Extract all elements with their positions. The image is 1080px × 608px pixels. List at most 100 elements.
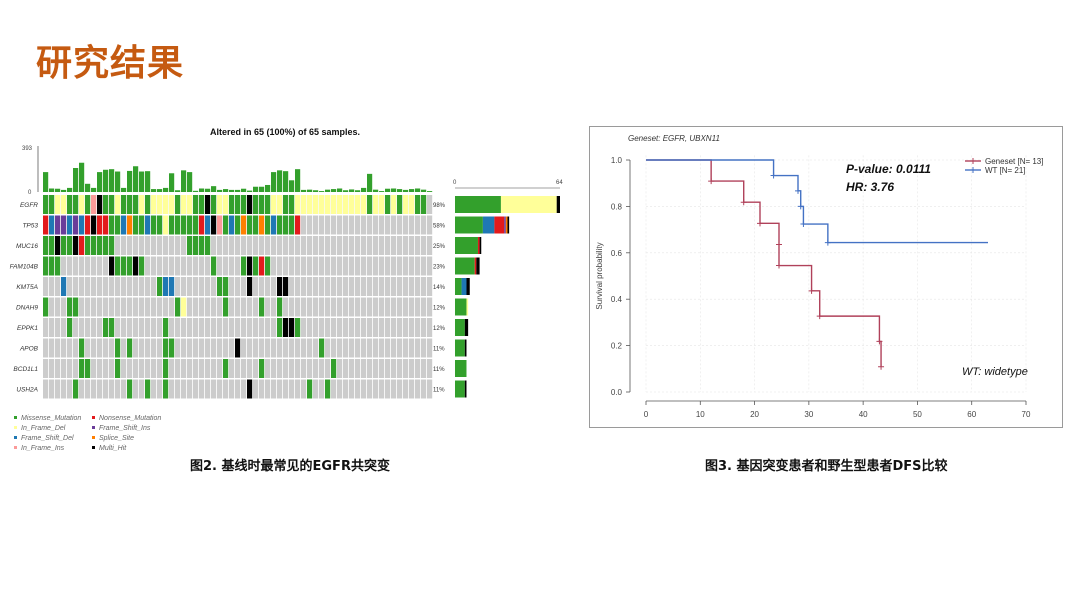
gene-percent: 12% xyxy=(433,306,446,312)
gene-label: USH2A xyxy=(16,387,38,394)
oncoplot-cell-bg xyxy=(397,236,403,255)
tmb-bar xyxy=(313,190,319,192)
oncoplot-cell-bg xyxy=(133,318,139,337)
oncoplot-cell-bg xyxy=(127,236,133,255)
oncoplot-cell-bg xyxy=(115,318,121,337)
km-legend-label: Geneset [N= 13] xyxy=(985,157,1043,166)
oncoplot-cell-bg xyxy=(103,256,109,276)
oncoplot-cell-bg xyxy=(133,236,139,255)
gene-label: KMT5A xyxy=(16,284,38,291)
oncoplot-cell xyxy=(175,195,181,214)
oncoplot-cell-bg xyxy=(355,359,361,378)
gene-summary-bar xyxy=(455,339,465,357)
tmb-bar xyxy=(391,188,397,192)
km-y-tick-label: 0.2 xyxy=(611,342,623,351)
legend-swatch xyxy=(14,426,17,429)
tmb-bar xyxy=(277,170,283,192)
tmb-bar xyxy=(145,171,151,192)
oncoplot-cell-bg xyxy=(67,359,73,378)
oncoplot-cell-bg xyxy=(373,318,379,337)
oncoplot-cell-bg xyxy=(295,359,301,378)
oncoplot-cell-bg xyxy=(181,359,187,378)
oncoplot-cell xyxy=(151,195,157,214)
side-axis-min: 0 xyxy=(453,180,457,186)
oncoplot-cell-bg xyxy=(427,359,433,378)
oncoplot-cell xyxy=(367,195,373,214)
oncoplot-cell-bg xyxy=(211,359,217,378)
figure3-caption: 图3. 基因突变患者和野生型患者DFS比较 xyxy=(705,459,948,474)
oncoplot-cell xyxy=(319,338,325,358)
oncoplot-cell-bg xyxy=(391,256,397,276)
oncoplot-cell-bg xyxy=(157,297,163,317)
oncoplot-cell xyxy=(163,359,169,378)
oncoplot-cell-bg xyxy=(259,277,265,296)
km-censor-mark xyxy=(808,287,815,294)
oncoplot-cell-bg xyxy=(349,215,355,235)
oncoplot-cell xyxy=(103,318,109,337)
tmb-bar xyxy=(337,188,343,192)
oncoplot-cell xyxy=(79,338,85,358)
oncoplot-cell-bg xyxy=(391,338,397,358)
oncoplot-cell-bg xyxy=(289,359,295,378)
oncoplot-cell xyxy=(283,195,289,214)
oncoplot-cell xyxy=(409,195,415,214)
gene-percent: 11% xyxy=(433,347,445,353)
oncoplot-cell-bg xyxy=(211,379,217,399)
oncoplot-cell-bg xyxy=(73,318,79,337)
oncoplot-cell-bg xyxy=(187,297,193,317)
oncoplot-cell-bg xyxy=(367,359,373,378)
tmb-bar xyxy=(211,186,217,192)
oncoplot-cell xyxy=(289,215,295,235)
oncoplot-cell xyxy=(79,195,85,214)
tmb-bar xyxy=(151,189,157,192)
oncoplot-cell xyxy=(325,195,331,214)
oncoplot-cell-bg xyxy=(133,277,139,296)
oncoplot-cell-bg xyxy=(103,297,109,317)
gene-summary-bar xyxy=(464,380,467,398)
oncoplot-cell-bg xyxy=(91,297,97,317)
oncoplot-cell-bg xyxy=(127,318,133,337)
oncoplot-cell xyxy=(61,215,67,235)
oncoplot-cell-bg xyxy=(307,277,313,296)
tmb-axis-min: 0 xyxy=(28,190,32,196)
oncoplot-cell-bg xyxy=(199,338,205,358)
oncoplot-cell xyxy=(385,195,391,214)
oncoplot-cell-bg xyxy=(217,256,223,276)
oncoplot-cell xyxy=(121,215,127,235)
oncoplot-cell xyxy=(331,195,337,214)
oncoplot-cell xyxy=(295,195,301,214)
oncoplot-cell xyxy=(115,195,121,214)
oncoplot-cell-bg xyxy=(349,338,355,358)
oncoplot-cell-bg xyxy=(145,338,151,358)
oncoplot-cell xyxy=(211,195,217,214)
km-x-tick-label: 60 xyxy=(967,410,976,419)
oncoplot-cell-bg xyxy=(283,236,289,255)
oncoplot-cell xyxy=(349,195,355,214)
oncoplot-cell-bg xyxy=(145,277,151,296)
oncoplot-cell-bg xyxy=(385,338,391,358)
oncoplot-cell-bg xyxy=(415,379,421,399)
oncoplot-cell-bg xyxy=(355,277,361,296)
oncoplot-cell-bg xyxy=(211,277,217,296)
oncoplot-cell xyxy=(97,215,103,235)
oncoplot-cell-bg xyxy=(67,277,73,296)
oncoplot-cell-bg xyxy=(253,359,259,378)
gene-summary-bar xyxy=(479,237,482,254)
gene-percent: 11% xyxy=(433,367,445,373)
oncoplot-cell-bg xyxy=(265,338,271,358)
tmb-bar xyxy=(103,169,109,192)
oncoplot-cell-bg xyxy=(355,256,361,276)
oncoplot-cell-bg xyxy=(409,359,415,378)
legend-swatch xyxy=(14,436,17,439)
legend-label: In_Frame_Ins xyxy=(21,445,65,452)
oncoplot-cell-bg xyxy=(163,256,169,276)
oncoplot-cell-bg xyxy=(115,236,121,255)
oncoplot-cell-bg xyxy=(151,236,157,255)
km-censor-mark xyxy=(800,221,807,228)
tmb-bar xyxy=(127,170,133,192)
oncoplot-cell-bg xyxy=(325,256,331,276)
oncoplot-cell xyxy=(337,195,343,214)
km-x-tick-label: 10 xyxy=(696,410,705,419)
oncoplot-cell xyxy=(55,195,61,214)
gene-label: APOB xyxy=(19,346,39,353)
